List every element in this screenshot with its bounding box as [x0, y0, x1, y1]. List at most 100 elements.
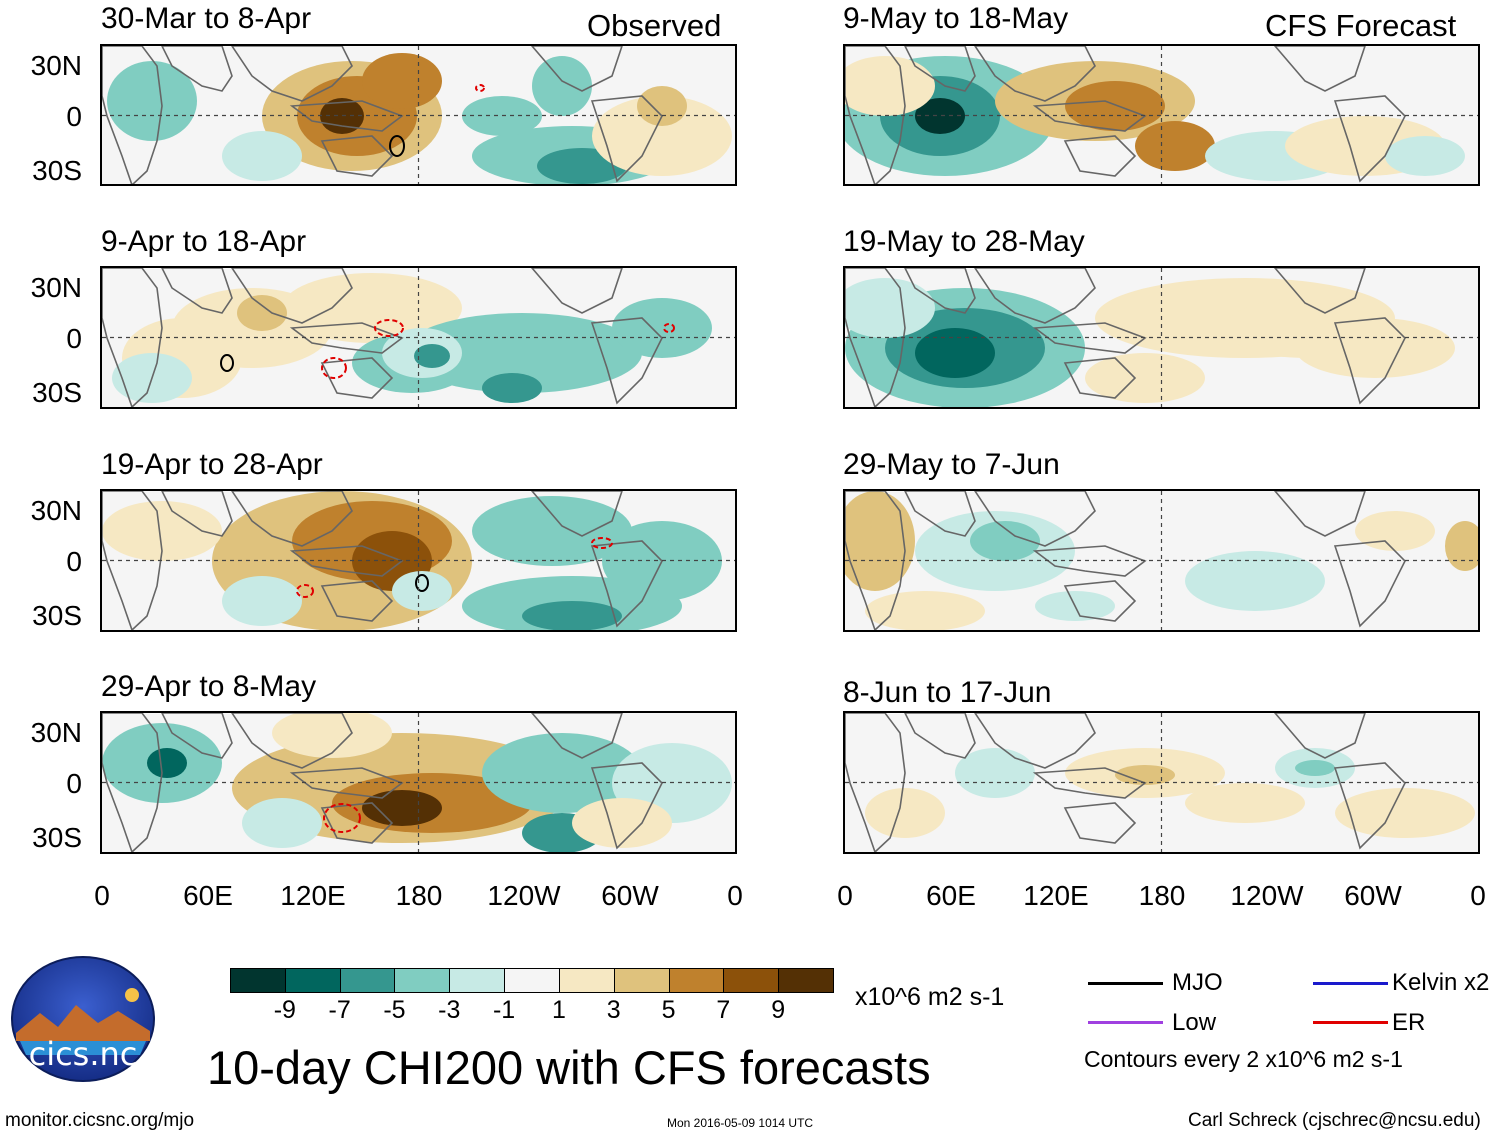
legend-label-low: Low — [1172, 1009, 1217, 1036]
coastline — [904, 268, 976, 314]
colorbar-tick: 9 — [771, 996, 786, 1024]
coastline — [1032, 100, 1147, 132]
wave-contour — [415, 574, 429, 592]
anomaly-region — [1185, 783, 1305, 823]
lat-label-eq: 0 — [66, 546, 82, 577]
coastline — [974, 713, 1096, 769]
anomaly-region — [102, 501, 222, 561]
colorbar-tick: 7 — [716, 996, 731, 1024]
colorbar-swatch — [613, 968, 670, 993]
colorbar-tick: -9 — [273, 996, 296, 1024]
coastline — [1273, 46, 1366, 92]
lat-label-30n: 30N — [30, 50, 82, 81]
anomaly-region — [637, 86, 687, 126]
colorbar-tick: -7 — [328, 996, 351, 1024]
map-panel-forecast-2 — [843, 266, 1480, 409]
footer-url[interactable]: monitor.cicsnc.org/mjo — [5, 1110, 195, 1131]
lon-label-60e: 60E — [183, 880, 233, 911]
coastline — [102, 268, 163, 407]
wave-contour — [663, 323, 675, 333]
lat-label-eq: 0 — [66, 768, 82, 799]
anomaly-region — [1065, 81, 1165, 131]
coastline — [1273, 268, 1366, 314]
coastline — [1063, 135, 1137, 177]
map-panel-forecast-4 — [843, 711, 1480, 854]
lon-label-120e: 120E — [280, 880, 346, 911]
coastline — [530, 713, 623, 759]
anomaly-region — [242, 798, 322, 848]
lat-label-eq: 0 — [66, 101, 82, 132]
coastline — [590, 95, 663, 183]
colorbar-tick: -3 — [438, 996, 461, 1024]
panel-title-fcst-2: 19-May to 28-May — [843, 225, 1085, 258]
anomaly-map — [845, 268, 1478, 407]
coastline — [1333, 540, 1406, 628]
coastline — [1032, 767, 1147, 799]
anomaly-region — [1085, 353, 1205, 403]
anomaly-region — [865, 788, 945, 838]
coastline — [231, 46, 353, 102]
lon-label-180: 180 — [1138, 880, 1186, 911]
lon-label-120w: 120W — [487, 880, 561, 911]
anomaly-region — [222, 131, 302, 181]
colorbar-swatch — [449, 968, 506, 993]
coastline — [1063, 580, 1137, 622]
cfs-forecast-label: CFS Forecast — [1265, 8, 1457, 43]
coastline — [102, 46, 163, 184]
coastline — [974, 268, 1096, 324]
anomaly-region — [845, 56, 935, 116]
coastline — [974, 491, 1096, 547]
colorbar-swatch — [394, 968, 451, 993]
anomaly-map — [845, 713, 1478, 852]
coastline — [231, 713, 353, 769]
anomaly-region — [402, 313, 642, 393]
colorbar-tick: -1 — [492, 996, 516, 1024]
coastline — [320, 135, 394, 177]
panel-title-obs-2: 9-Apr to 18-Apr — [101, 225, 307, 258]
coastline — [530, 268, 623, 314]
coastline — [845, 491, 906, 630]
lat-label-30n: 30N — [30, 272, 82, 303]
coastline — [161, 268, 233, 314]
anomaly-region — [482, 733, 642, 813]
coastline — [1273, 713, 1366, 759]
map-panel-observed-1 — [100, 44, 737, 186]
coastline — [102, 491, 163, 630]
anomaly-region — [1295, 760, 1335, 776]
anomaly-region — [522, 601, 622, 630]
cicsnc-logo: cics.nc — [10, 955, 156, 1083]
coastline — [904, 46, 976, 92]
footer-author: Carl Schreck (cjschrec@ncsu.edu) — [1188, 1110, 1481, 1131]
anomaly-region — [1185, 551, 1325, 611]
anomaly-region — [1445, 521, 1478, 571]
lat-label-eq: 0 — [66, 323, 82, 354]
lat-label-30s: 30S — [32, 377, 82, 408]
anomaly-map — [102, 491, 735, 630]
lon-label-0-end: 0 — [727, 880, 743, 911]
colorbar-swatch — [558, 968, 615, 993]
coastline — [845, 268, 906, 407]
lon-label-0-end: 0 — [1470, 880, 1486, 911]
coastline — [231, 268, 353, 324]
coastline — [1333, 95, 1406, 183]
coastline — [590, 317, 663, 405]
coastline — [289, 545, 404, 577]
coastline — [320, 802, 394, 844]
colorbar-tick: -5 — [383, 996, 406, 1024]
anomaly-region — [414, 344, 450, 368]
anomaly-map — [845, 46, 1478, 184]
lat-label-30n: 30N — [30, 717, 82, 748]
lon-label-120e: 120E — [1023, 880, 1089, 911]
anomaly-region — [222, 576, 302, 626]
anomaly-region — [532, 56, 592, 116]
coastline — [161, 713, 233, 759]
wave-contour — [296, 584, 314, 598]
wave-contour — [220, 354, 234, 372]
panel-title-fcst-3: 29-May to 7-Jun — [843, 448, 1060, 481]
colorbar-swatch — [230, 968, 286, 993]
logo-text: cics.nc — [28, 1035, 138, 1073]
anomaly-region — [970, 521, 1040, 561]
wave-contour — [323, 803, 361, 833]
coastline — [161, 46, 233, 92]
anomaly-region — [915, 328, 995, 378]
